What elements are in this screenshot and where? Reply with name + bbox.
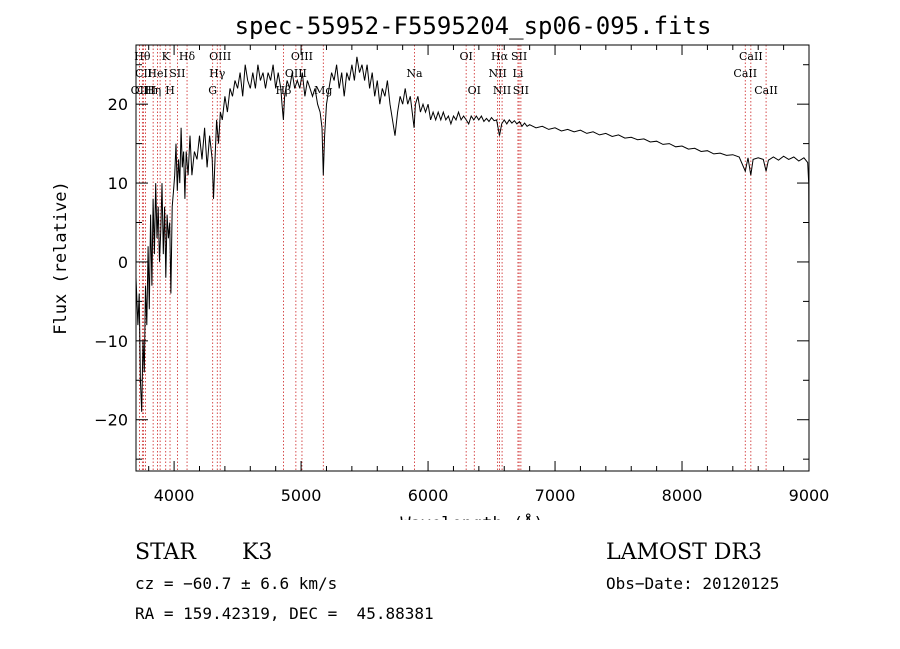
line-label: OIII <box>285 67 307 80</box>
survey-name: LAMOST DR3 <box>606 540 762 565</box>
x-tick-label: 6000 <box>408 486 449 505</box>
y-tick-label: −20 <box>94 411 128 430</box>
coordinates: RA = 159.42319, DEC = 45.88381 <box>135 604 434 623</box>
object-subclass: K3 <box>242 540 273 565</box>
plot-frame <box>135 44 810 472</box>
y-tick-label: −10 <box>94 332 128 351</box>
line-label: CaII <box>733 67 757 80</box>
line-label: H <box>165 84 175 97</box>
line-label: CaII <box>754 84 778 97</box>
line-label: SII <box>511 50 527 63</box>
line-label: OI <box>459 50 472 63</box>
line-label: Hδ <box>179 50 196 63</box>
line-label: G <box>208 84 217 97</box>
line-label: Li <box>513 67 524 80</box>
line-label: CaII <box>739 50 763 63</box>
spectrum-chart: spec-55952-F5595204_sp06-095.fits OII Hθ C… <box>51 12 830 520</box>
line-label: CII <box>135 67 152 80</box>
line-label: OI <box>468 84 481 97</box>
y-tick-label: 0 <box>118 253 128 272</box>
line-label: NII <box>488 67 506 80</box>
observation-date: Obs−Date: 20120125 <box>606 574 780 593</box>
line-label: OII <box>131 84 149 97</box>
line-label: Hθ <box>134 50 151 63</box>
y-axis-label: Flux (relative) <box>51 181 71 335</box>
line-label: Hβ <box>275 84 291 97</box>
x-tick-label: 8000 <box>662 486 703 505</box>
chart-title: spec-55952-F5595204_sp06-095.fits <box>235 12 712 40</box>
x-tick-label: 5000 <box>281 486 322 505</box>
y-tick-label: 10 <box>108 174 128 193</box>
line-label: Hη <box>145 84 161 97</box>
x-tick-label: 4000 <box>154 486 195 505</box>
x-axis: 4000 5000 6000 7000 8000 9000 <box>148 45 830 505</box>
line-label: Hα <box>491 50 509 63</box>
line-label: CIII <box>135 84 156 97</box>
spectrum-series-line <box>135 56 810 412</box>
line-label: HeI <box>147 67 167 80</box>
y-axis: −20 −10 0 10 20 <box>94 64 809 460</box>
line-label: SII <box>169 67 185 80</box>
line-label: Na <box>406 67 423 80</box>
line-label: OIII <box>291 50 313 63</box>
object-class: STAR <box>135 540 196 565</box>
line-label: Hγ <box>209 67 226 80</box>
x-tick-label: 9000 <box>789 486 830 505</box>
y-tick-label: 20 <box>108 95 128 114</box>
emission-line-markers <box>139 45 767 471</box>
redshift-velocity: cz = −60.7 ± 6.6 km/s <box>135 574 338 593</box>
line-label: SII <box>513 84 529 97</box>
line-label: OIII <box>209 50 231 63</box>
line-label: NII <box>493 84 511 97</box>
line-label: K <box>162 50 171 63</box>
x-tick-label: 7000 <box>535 486 576 505</box>
x-axis-label: Wavelength (Å) <box>400 512 543 520</box>
